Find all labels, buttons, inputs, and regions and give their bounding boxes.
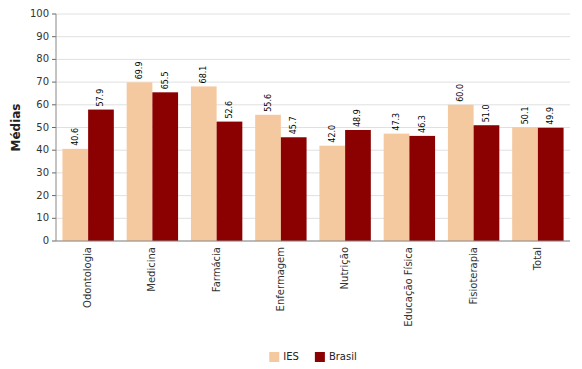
grid-line xyxy=(56,14,570,15)
y-axis-label: Médias xyxy=(9,103,23,151)
x-axis-line xyxy=(56,241,570,242)
x-tick-label: Nutrição xyxy=(339,247,350,289)
data-label: 57.9 xyxy=(96,89,105,107)
data-label: 47.3 xyxy=(392,113,401,131)
x-tick-label: Fisioterapia xyxy=(468,247,479,304)
legend-swatch xyxy=(315,352,325,362)
bar xyxy=(345,130,371,241)
data-label: 52.6 xyxy=(225,101,234,119)
y-tick xyxy=(52,241,56,242)
data-label: 49.9 xyxy=(546,107,555,125)
y-tick-label: 100 xyxy=(30,8,49,19)
bar xyxy=(217,122,243,241)
y-tick xyxy=(52,172,56,173)
y-tick-label: 10 xyxy=(36,212,49,223)
legend: IES Brasil xyxy=(269,351,357,362)
y-tick xyxy=(52,218,56,219)
y-axis: 0 10 20 30 40 50 60 70 80 90 100 xyxy=(30,8,570,246)
data-label: 46.3 xyxy=(418,115,427,133)
y-tick-label: 0 xyxy=(43,235,49,246)
legend-swatch xyxy=(269,352,279,362)
y-tick xyxy=(52,82,56,83)
legend-item: IES xyxy=(269,351,299,362)
bar xyxy=(152,92,178,241)
y-tick-label: 90 xyxy=(36,31,49,42)
bar xyxy=(281,137,307,241)
data-label: 42.0 xyxy=(328,125,337,143)
grid-line xyxy=(56,59,570,60)
y-axis-line xyxy=(56,14,57,241)
bar xyxy=(127,82,153,241)
x-axis: Odontologia Medicina Farmácia Enfermagem Nut… xyxy=(82,247,543,327)
y-tick xyxy=(52,36,56,37)
y-tick xyxy=(52,195,56,196)
bar xyxy=(62,149,88,241)
legend-label: IES xyxy=(283,351,299,362)
bar xyxy=(512,127,538,241)
data-label: 55.6 xyxy=(264,94,273,112)
data-label: 40.6 xyxy=(71,128,80,146)
x-tick-label: Farmácia xyxy=(211,247,222,292)
y-tick-label: 50 xyxy=(36,122,49,133)
bar xyxy=(88,110,114,241)
x-tick-label: Educação Física xyxy=(403,247,414,327)
bar xyxy=(319,146,345,241)
chart: 0 10 20 30 40 50 60 70 80 90 100 40.6 69.9 68.1 55.6 42… xyxy=(0,0,582,369)
y-tick xyxy=(52,104,56,105)
x-tick-label: Odontologia xyxy=(82,247,93,308)
data-label: 50.1 xyxy=(521,106,530,124)
y-tick-label: 70 xyxy=(36,76,49,87)
legend-item: Brasil xyxy=(315,351,357,362)
x-tick-label: Enfermagem xyxy=(275,247,286,311)
data-label: 69.9 xyxy=(135,62,144,80)
y-tick xyxy=(52,59,56,60)
data-labels: 40.6 69.9 68.1 55.6 42.0 47.3 60.0 50.1 57.9 65.5… xyxy=(71,62,555,146)
y-tick-label: 60 xyxy=(36,99,49,110)
data-label: 68.1 xyxy=(199,66,208,84)
y-tick-label: 40 xyxy=(36,144,49,155)
y-tick-label: 20 xyxy=(36,190,49,201)
data-label: 48.9 xyxy=(353,109,362,127)
legend-label: Brasil xyxy=(329,351,357,362)
y-tick-label: 30 xyxy=(36,167,49,178)
y-tick xyxy=(52,14,56,15)
data-label: 45.7 xyxy=(289,116,298,134)
grid-line xyxy=(56,241,570,242)
x-tick-label: Total xyxy=(532,247,543,271)
bar xyxy=(384,134,410,241)
grid-line xyxy=(56,36,570,37)
bar xyxy=(409,136,435,241)
bar xyxy=(538,128,564,241)
bar xyxy=(474,125,500,241)
bar xyxy=(191,86,217,241)
data-label: 51.0 xyxy=(482,104,491,122)
data-label: 60.0 xyxy=(456,84,465,102)
y-tick xyxy=(52,127,56,128)
x-tick-label: Medicina xyxy=(146,247,157,292)
bar xyxy=(448,105,474,241)
y-tick-label: 80 xyxy=(36,53,49,64)
bars xyxy=(62,82,563,241)
data-label: 65.5 xyxy=(161,72,170,90)
y-tick xyxy=(52,150,56,151)
bar xyxy=(255,115,281,241)
